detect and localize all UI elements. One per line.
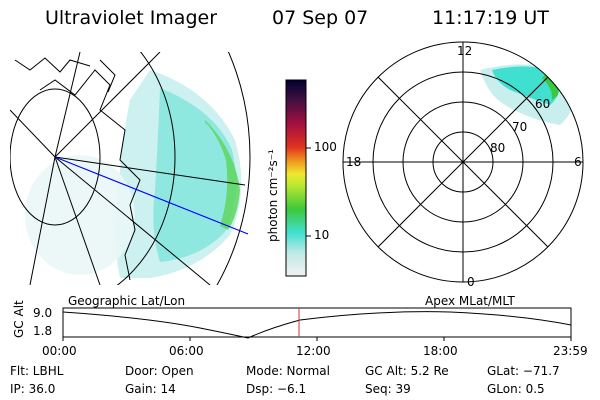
timeline-xtick-1800: 18:00 [423, 344, 458, 358]
colorbar-label: photon cm⁻²s⁻¹ [266, 149, 280, 242]
mlat-label-70: 70 [512, 120, 528, 134]
colorbar-tick-100: 100 [314, 140, 337, 154]
geo-panel-label: Geographic Lat/Lon [68, 294, 186, 308]
colorbar-tick-10: 10 [314, 228, 330, 242]
colorbar [285, 79, 307, 277]
timeline-ytick-top: 9.0 [33, 306, 53, 320]
timeline-xtick-0000: 00:00 [42, 344, 77, 358]
timeline-xtick-1200: 12:00 [296, 344, 331, 358]
instrument-title: Ultraviolet Imager [45, 7, 218, 29]
geo-map-panel [10, 52, 251, 285]
altitude-timeline [62, 307, 572, 341]
info-gc-alt: GC Alt: 5.2 Re [365, 364, 449, 378]
polar-emission-core [492, 66, 561, 105]
mlt-label-18: 18 [346, 155, 362, 169]
timeline-ytick-bottom: 1.8 [33, 324, 53, 338]
info-glon: GLon: 0.5 [487, 382, 545, 396]
timeline-ylabel: GC Alt [12, 300, 26, 338]
mlat-label-80: 80 [490, 141, 506, 155]
mlt-label-0: 0 [467, 275, 475, 289]
date-label: 07 Sep 07 [272, 7, 369, 29]
polar-panel-label: Apex MLat/MLT [425, 294, 515, 308]
coastline [39, 69, 141, 281]
info-mode: Mode: Normal [246, 364, 330, 378]
mlt-label-12: 12 [457, 44, 473, 58]
mlt-label-6: 6 [574, 155, 582, 169]
info-seq: Seq: 39 [365, 382, 411, 396]
timeline-xtick-2359: 23:59 [553, 344, 588, 358]
emission-region-core [153, 88, 237, 262]
polar-grid [342, 41, 584, 283]
info-dsp: Dsp: −6.1 [246, 382, 307, 396]
orbit-track-line [54, 156, 249, 235]
mlat-label-60: 60 [535, 97, 551, 111]
time-label: 11:17:19 UT [432, 7, 549, 29]
info-door: Door: Open [125, 364, 194, 378]
info-ip: IP: 36.0 [10, 382, 56, 396]
timeline-xtick-0600: 06:00 [169, 344, 204, 358]
altitude-curve [62, 311, 572, 339]
info-filter: Flt: LBHL [10, 364, 64, 378]
emission-green-band [205, 120, 240, 230]
info-glat: GLat: −71.7 [487, 364, 560, 378]
info-gain: Gain: 14 [125, 382, 176, 396]
